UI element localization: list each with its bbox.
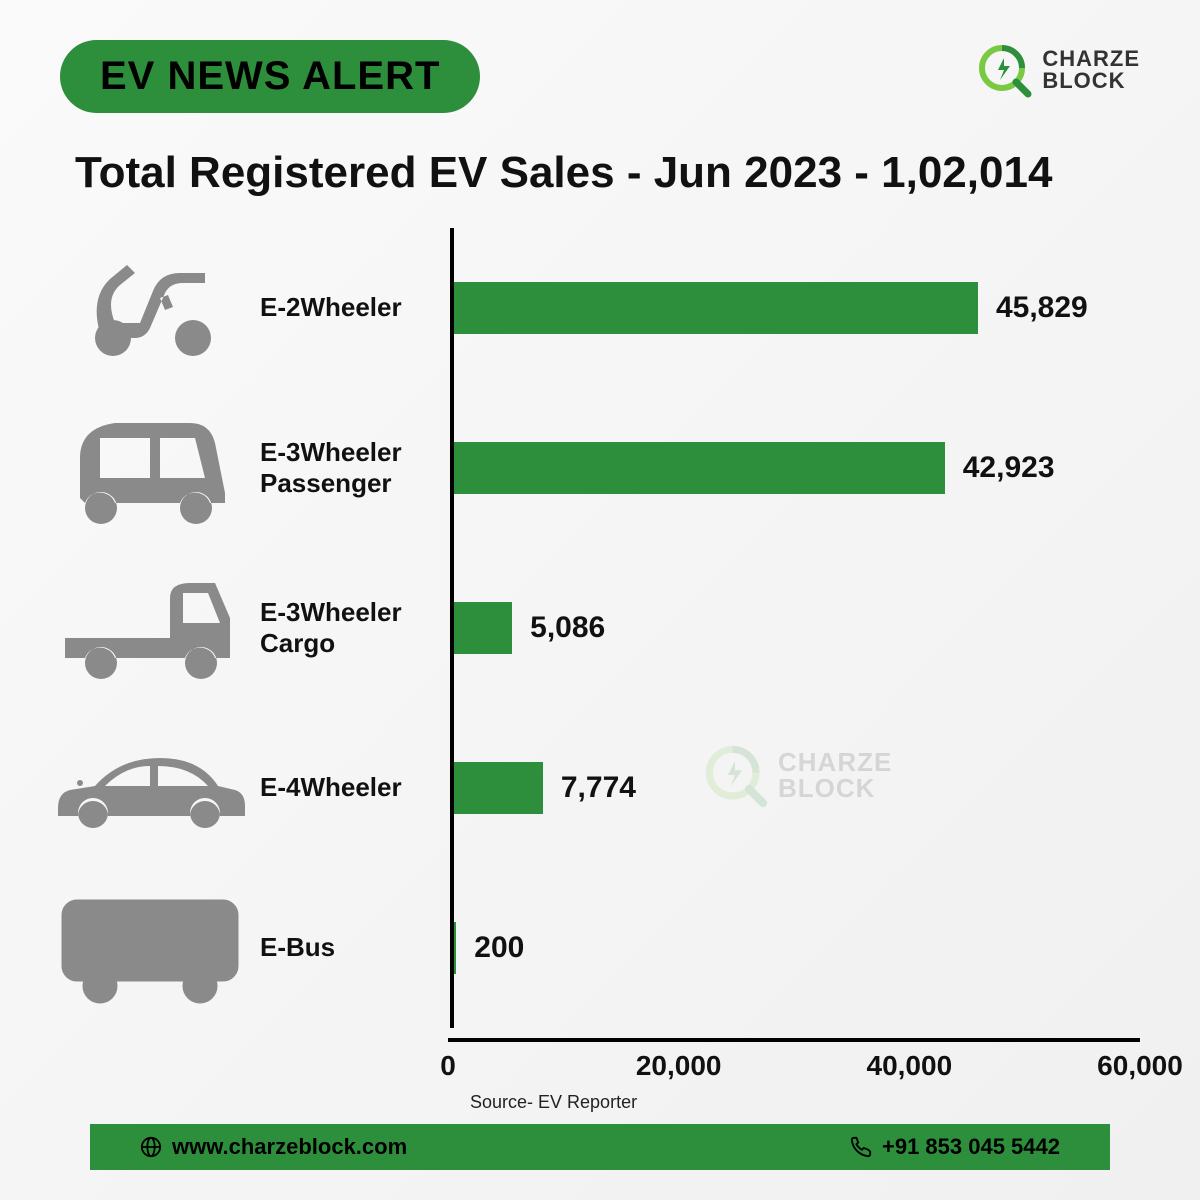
alert-badge: EV NEWS ALERT: [60, 40, 480, 113]
x-tick-label: 40,000: [867, 1050, 953, 1082]
scooter-icon: [40, 243, 260, 373]
category-label: E-3Wheeler Cargo: [260, 597, 450, 659]
bar: [454, 922, 456, 974]
category-label: E-Bus: [260, 932, 450, 963]
bar-track: 200: [450, 868, 1140, 1028]
header: EV NEWS ALERT CHARZE BLOCK: [0, 0, 1200, 123]
category-label: E-4Wheeler: [260, 772, 450, 803]
website-text: www.charzeblock.com: [172, 1134, 407, 1160]
bar: [454, 762, 543, 814]
bar: [454, 442, 945, 494]
source-text: Source- EV Reporter: [40, 1092, 1140, 1113]
brand-text-2: BLOCK: [1042, 70, 1140, 92]
chart-row: E-3Wheeler Cargo 5,086: [40, 548, 1140, 708]
auto-icon: [40, 398, 260, 538]
category-label: E-3Wheeler Passenger: [260, 437, 450, 499]
value-label: 7,774: [561, 771, 636, 805]
bar-track: 45,829: [450, 228, 1140, 388]
chart-row: E-2Wheeler 45,829: [40, 228, 1140, 388]
footer-phone[interactable]: +91 853 045 5442: [850, 1134, 1060, 1160]
car-icon: [40, 738, 260, 838]
brand-logo: CHARZE BLOCK: [974, 40, 1140, 100]
value-label: 45,829: [996, 291, 1088, 325]
footer-website[interactable]: www.charzeblock.com: [140, 1134, 407, 1160]
value-label: 200: [474, 931, 524, 965]
brand-text-1: CHARZE: [1042, 48, 1140, 70]
chart-row: E-3Wheeler Passenger 42,923: [40, 388, 1140, 548]
bar-track: 7,774: [450, 708, 1140, 868]
logo-icon: [974, 40, 1034, 100]
bar-track: 5,086: [450, 548, 1140, 708]
phone-text: +91 853 045 5442: [882, 1134, 1060, 1160]
bus-icon: [40, 888, 260, 1008]
x-tick-label: 20,000: [636, 1050, 722, 1082]
phone-icon: [850, 1136, 872, 1158]
globe-icon: [140, 1136, 162, 1158]
x-tick-label: 60,000: [1097, 1050, 1183, 1082]
bar: [454, 282, 978, 334]
bar: [454, 602, 512, 654]
footer: www.charzeblock.com +91 853 045 5442: [90, 1124, 1110, 1170]
chart-row: E-Bus 200: [40, 868, 1140, 1028]
chart: E-2Wheeler 45,829 E-3Wheeler Passenger 42,9…: [0, 228, 1200, 1113]
value-label: 42,923: [963, 451, 1055, 485]
x-axis: 020,00040,00060,000: [40, 1038, 1140, 1088]
value-label: 5,086: [530, 611, 605, 645]
chart-row: E-4Wheeler 7,774: [40, 708, 1140, 868]
category-label: E-2Wheeler: [260, 292, 450, 323]
x-tick-label: 0: [440, 1050, 456, 1082]
cargo-icon: [40, 563, 260, 693]
bar-track: 42,923: [450, 388, 1140, 548]
page-title: Total Registered EV Sales - Jun 2023 - 1…: [0, 123, 1200, 228]
